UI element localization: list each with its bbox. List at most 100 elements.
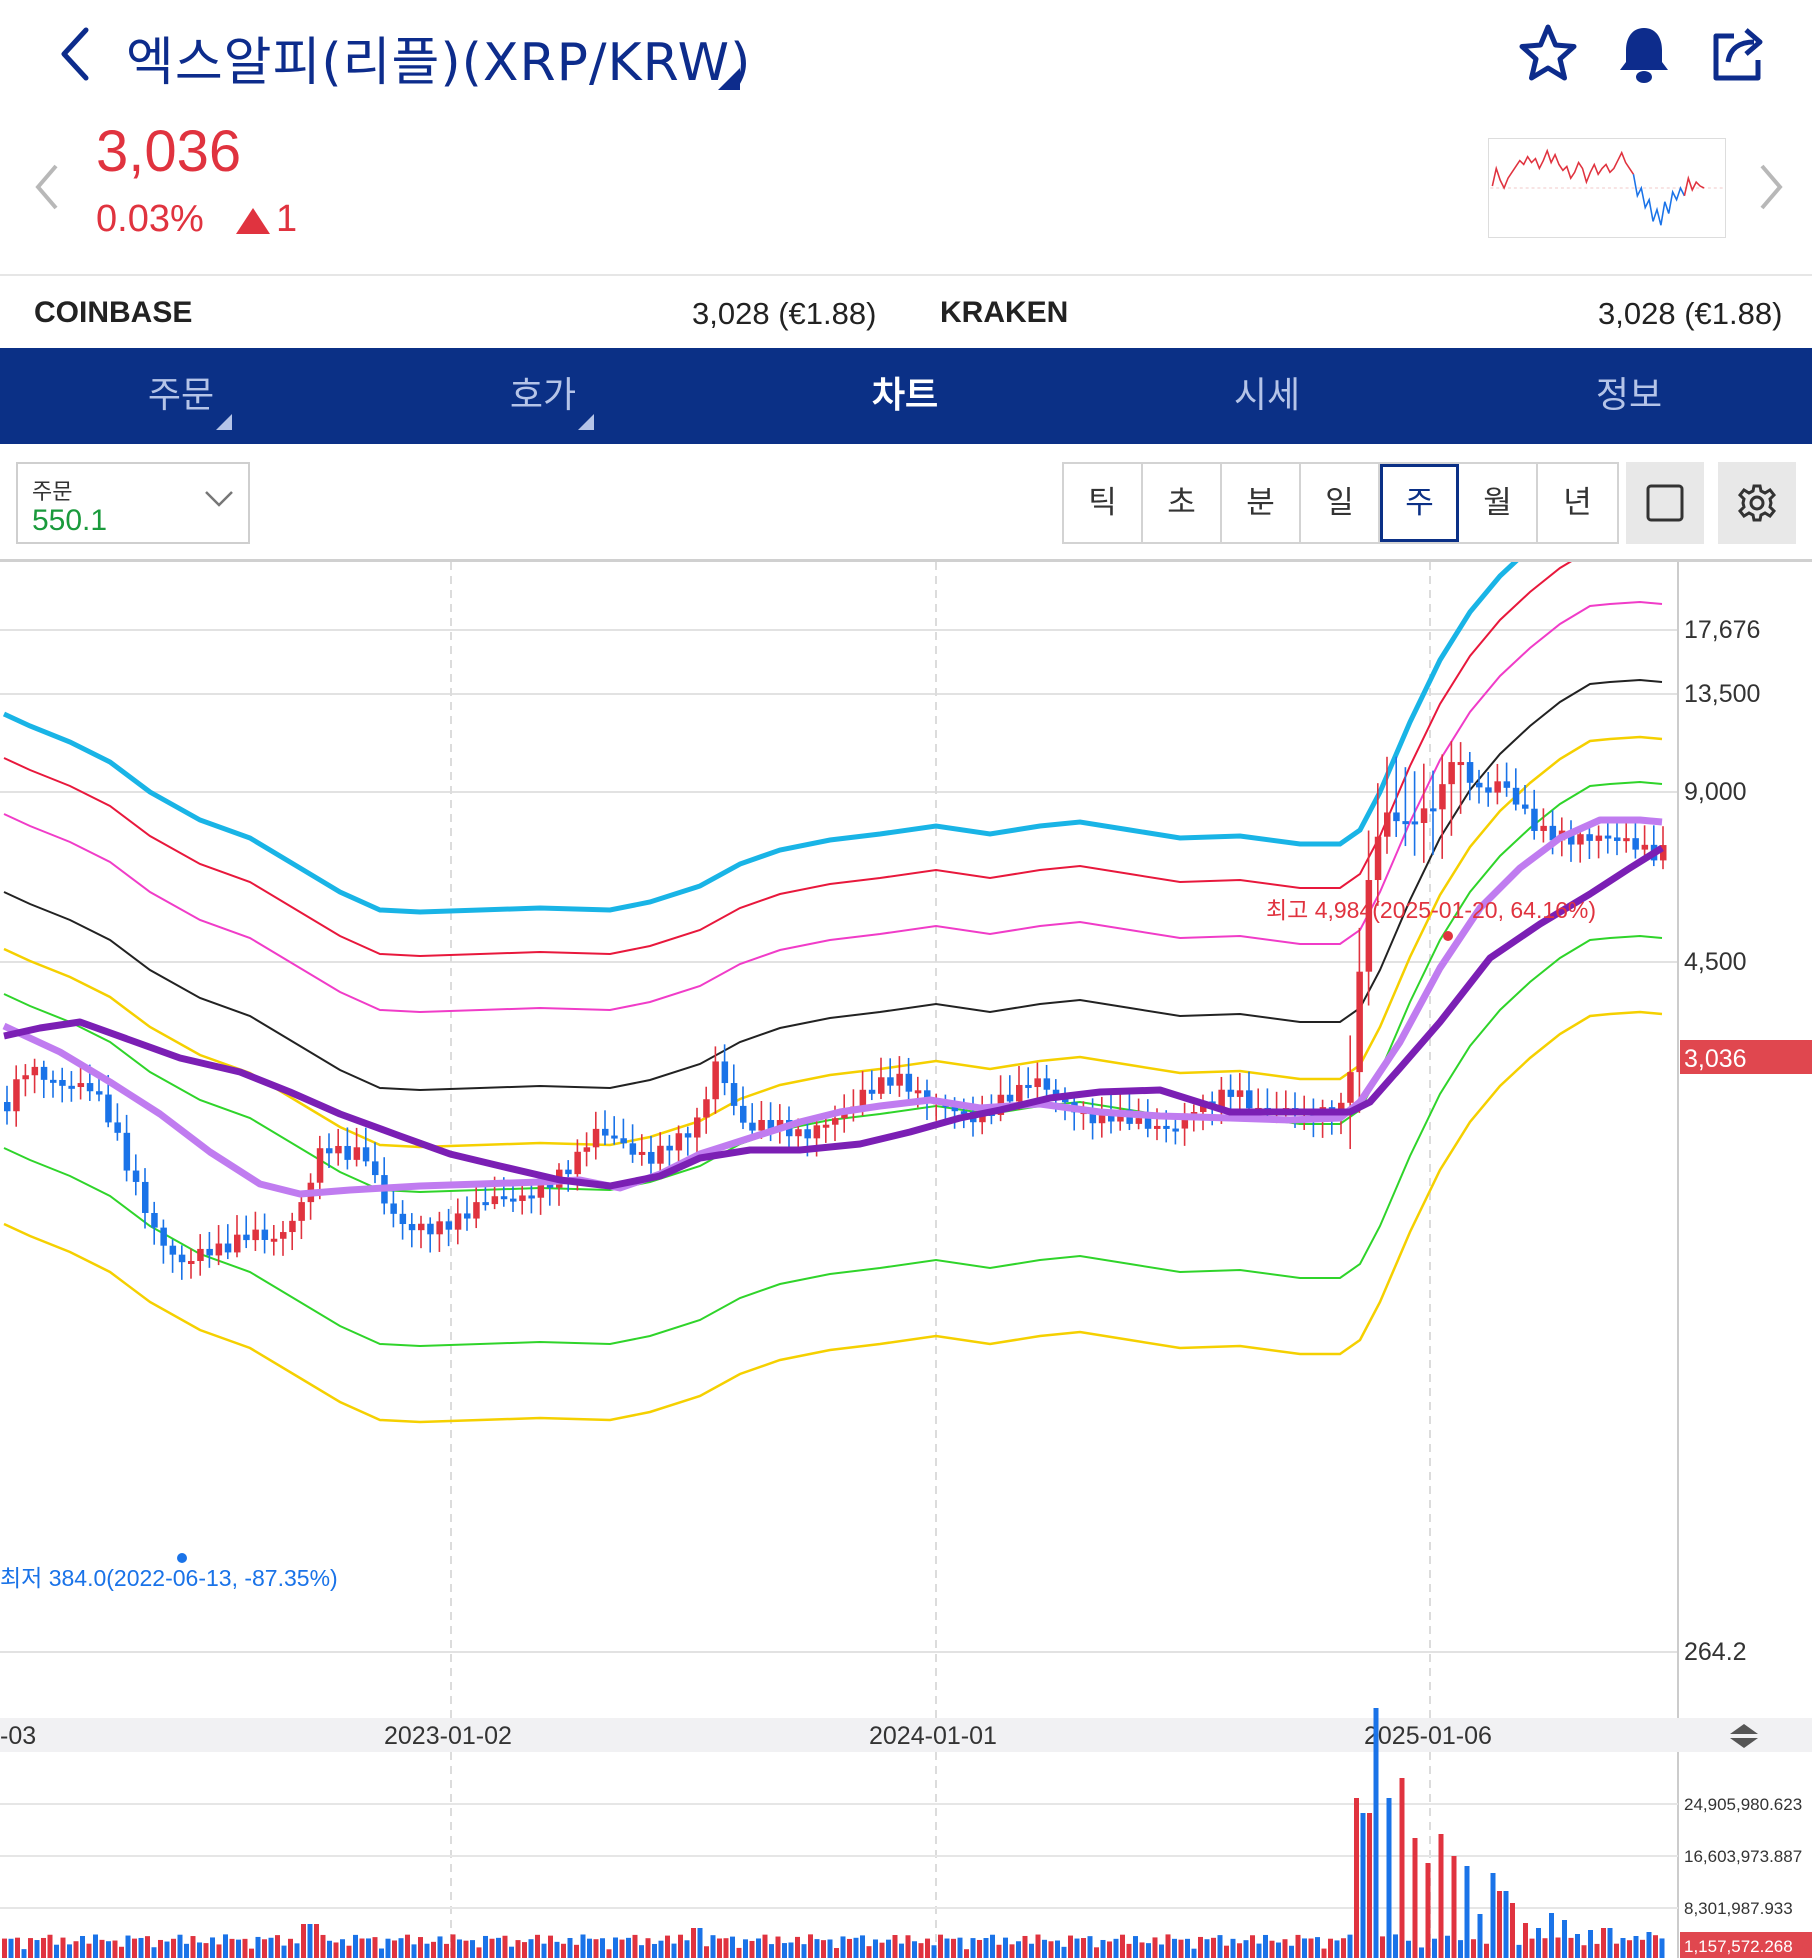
candle-body [859, 1089, 867, 1107]
volume-bar [1542, 1938, 1548, 1958]
volume-bar [28, 1938, 33, 1958]
volume-bar [1471, 1939, 1476, 1958]
candle-body [804, 1129, 811, 1139]
volume-bar [840, 1936, 846, 1958]
volume-bar [1139, 1942, 1145, 1958]
candle-body [1411, 821, 1419, 825]
indicator-select[interactable]: 주문 550.1 [16, 462, 250, 544]
candle-body [924, 1090, 931, 1103]
volume-bar [964, 1949, 969, 1958]
settings-button[interactable] [1718, 462, 1796, 544]
share-icon[interactable] [1706, 22, 1770, 86]
volume-bar [21, 1949, 27, 1958]
volume-bar [1503, 1891, 1509, 1958]
volume-bar [931, 1945, 937, 1958]
volume-bar [580, 1934, 586, 1958]
volume-bar [1445, 1935, 1450, 1958]
volume-bar [171, 1938, 176, 1958]
volume-bar [652, 1943, 657, 1958]
x-tick-label: 2024-01-01 [869, 1722, 997, 1750]
volume-bar [255, 1936, 261, 1958]
volume-bar [1490, 1873, 1496, 1958]
tab-order[interactable]: 주문 [0, 348, 362, 444]
price-chart[interactable]: 최고 4,984(2025-01-20, 64.16%) 최저 384.0(20… [0, 562, 1812, 1958]
period-tick-button[interactable]: 틱 [1064, 464, 1143, 542]
tab-orderbook[interactable]: 호가 [362, 348, 724, 444]
period-week-button[interactable]: 주 [1380, 464, 1459, 542]
volume-bar [1048, 1941, 1054, 1958]
period-minute-button[interactable]: 분 [1222, 464, 1301, 542]
change-percent: 0.03% [96, 198, 204, 240]
tab-info[interactable]: 정보 [1448, 348, 1810, 444]
volume-bar [626, 1937, 631, 1958]
volume-bar [1230, 1938, 1236, 1958]
volume-bar [1055, 1940, 1060, 1958]
fullscreen-button[interactable] [1626, 462, 1704, 544]
candle-body [353, 1147, 361, 1160]
volume-bar [567, 1937, 573, 1958]
candle-body [1614, 837, 1621, 841]
volume-bar [814, 1939, 820, 1958]
candle-body [657, 1145, 664, 1164]
candle-body [114, 1122, 121, 1133]
volume-bar [1042, 1939, 1047, 1958]
tab-label: 호가 [509, 375, 577, 416]
volume-bar [314, 1924, 319, 1958]
candle-body [1052, 1089, 1060, 1095]
max-annotation: 최고 4,984(2025-01-20, 64.16%) [1266, 897, 1596, 923]
prev-icon[interactable] [30, 160, 66, 214]
period-second-button[interactable]: 초 [1143, 464, 1222, 542]
min-annotation: 최저 384.0(2022-06-13, -87.35%) [0, 1565, 338, 1591]
volume-bar [249, 1948, 254, 1958]
volume-bar [229, 1938, 235, 1958]
period-day-button[interactable]: 일 [1301, 464, 1380, 542]
volume-bar [658, 1940, 664, 1958]
volume-bar [145, 1936, 150, 1958]
volume-bar [418, 1937, 423, 1958]
volume-bar [678, 1934, 683, 1958]
candle-body [583, 1147, 591, 1152]
title-dropdown-icon[interactable] [718, 68, 740, 90]
star-icon[interactable] [1516, 22, 1580, 86]
candle-body [243, 1234, 250, 1241]
candle-body [105, 1094, 112, 1123]
volume-bar [1640, 1939, 1645, 1958]
candle-body [418, 1223, 425, 1231]
tab-chart[interactable]: 차트 [724, 348, 1086, 444]
candle-body [344, 1145, 351, 1160]
candle-body [565, 1169, 572, 1175]
volume-bar [509, 1946, 514, 1958]
bell-icon[interactable] [1612, 22, 1676, 86]
volume-bar [307, 1924, 313, 1958]
volume-bar [665, 1935, 670, 1958]
panel-resize-icon[interactable] [1730, 1724, 1758, 1748]
exchange-prices: COINBASE 3,028 (€1.88) KRAKEN 3,028 (€1.… [0, 274, 1812, 348]
volume-bar [1256, 1943, 1262, 1958]
candle-body [1236, 1090, 1244, 1097]
tab-quotes[interactable]: 시세 [1086, 348, 1448, 444]
volume-bar [1373, 1708, 1379, 1958]
mini-sparkline[interactable] [1488, 138, 1726, 238]
change-amount: 1 [276, 198, 298, 240]
candle-body [1365, 880, 1373, 972]
candle-body [252, 1229, 259, 1241]
period-year-button[interactable]: 년 [1563, 485, 1592, 521]
tab-label: 정보 [1595, 375, 1663, 416]
volume-bar [216, 1944, 222, 1958]
candle-body [188, 1260, 195, 1264]
volume-bar [847, 1938, 852, 1958]
volume-bar [1607, 1928, 1613, 1958]
volume-bar [1523, 1923, 1528, 1958]
current-price: 3,036 [96, 119, 242, 184]
candle-body [914, 1090, 922, 1094]
candle-body [1503, 781, 1511, 788]
period-month-button[interactable]: 월 [1459, 464, 1538, 542]
page-title[interactable]: 엑스알피(리플)(XRP/KRW) [126, 33, 752, 93]
volume-bar [424, 1943, 430, 1958]
volume-bar [203, 1943, 209, 1958]
back-icon[interactable] [52, 24, 100, 84]
candle-body [445, 1221, 453, 1230]
next-icon[interactable] [1752, 160, 1788, 214]
candle-body [1154, 1125, 1161, 1129]
volume-bar [346, 1945, 352, 1958]
